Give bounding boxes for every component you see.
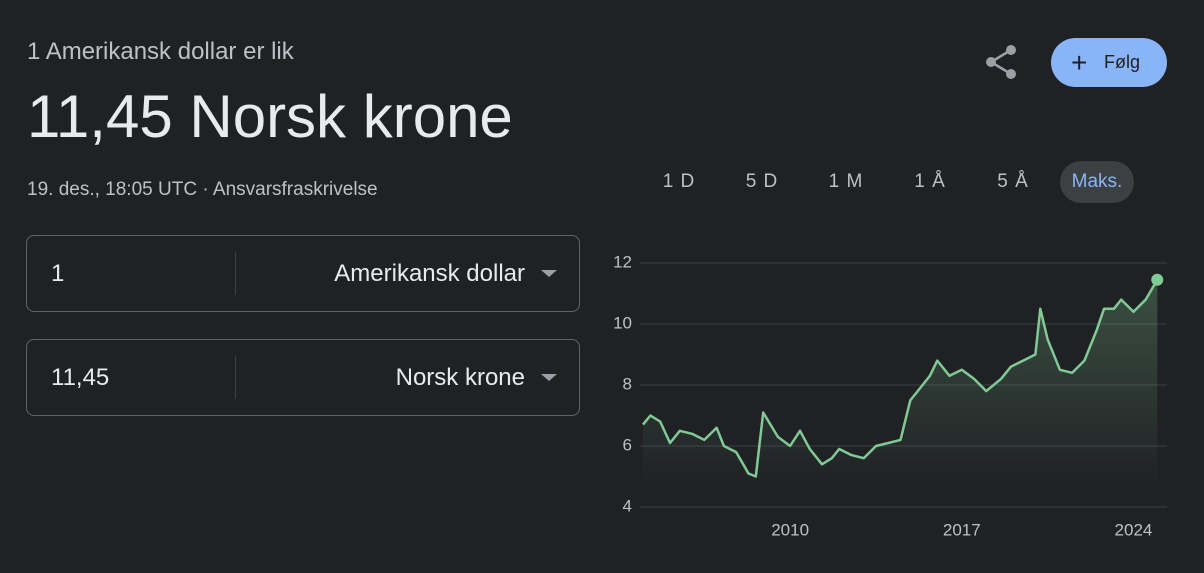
range-button[interactable]: 5 Å: [997, 171, 1029, 192]
range-button[interactable]: 5 D: [745, 171, 779, 192]
range-button[interactable]: 1 D: [662, 171, 696, 192]
line: [642, 279, 1159, 478]
timestamp: 19. des., 18:05 UTC: [27, 179, 198, 200]
chart: 4 6 8 10 12 2010 2017 2024: [613, 252, 1167, 539]
converted-value: 11,45 Norsk krone: [27, 83, 513, 150]
x-tick-label: 2024: [1115, 520, 1153, 539]
timestamp-line: 19. des., 18:05 UTC · Ansvarsfraskrivels…: [27, 179, 378, 201]
separator: ·: [202, 179, 209, 200]
disclaimer-link[interactable]: Ansvarsfraskrivelse: [212, 179, 378, 200]
amount-field[interactable]: 1 Amerikansk dollar: [26, 235, 580, 312]
share-icon[interactable]: [982, 42, 1022, 82]
currency-select[interactable]: Norsk krone: [395, 364, 525, 391]
y-tick-label: 4: [623, 496, 632, 515]
x-tick-label: 2017: [943, 520, 981, 539]
range-button[interactable]: Maks.: [1060, 161, 1134, 203]
y-tick-label: 10: [613, 313, 632, 332]
amount: 11,45: [51, 364, 110, 391]
amount: 1: [51, 260, 65, 287]
range-button[interactable]: 1 Å: [914, 171, 946, 192]
y-tick-label: 12: [613, 252, 632, 271]
divider: [235, 252, 236, 295]
dropdown-arrow: [541, 270, 557, 277]
range-button[interactable]: 1 M: [828, 171, 864, 192]
currency-select[interactable]: Amerikansk dollar: [334, 260, 525, 287]
follow-button[interactable]: + Følg: [1051, 38, 1167, 87]
follow-label: Følg: [1104, 52, 1140, 72]
y-tick-label: 6: [623, 435, 632, 454]
x-tick-label: 2010: [771, 520, 809, 539]
divider: [235, 356, 236, 399]
subtitle: 1 Amerikansk dollar er lik: [27, 38, 294, 65]
dropdown-arrow: [541, 374, 557, 381]
plus-icon: +: [1071, 47, 1088, 78]
y-tick-label: 8: [623, 374, 632, 393]
amount-field[interactable]: 11,45 Norsk krone: [26, 339, 580, 416]
area: [643, 279, 1158, 487]
last-point: [1151, 273, 1164, 286]
